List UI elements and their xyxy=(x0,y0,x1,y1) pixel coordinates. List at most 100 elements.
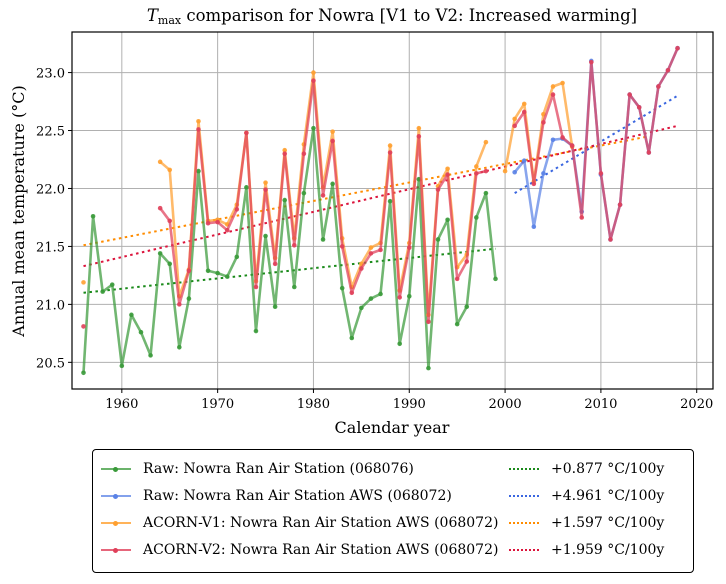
x-axis-ticks: 1960 1970 1980 1990 2000 2010 2020 xyxy=(105,389,713,412)
data-point xyxy=(608,237,613,242)
data-point xyxy=(157,205,163,211)
data-point xyxy=(359,305,364,311)
data-point xyxy=(234,254,240,260)
legend-trend-label: +4.961 °C/100y xyxy=(551,488,665,504)
data-point xyxy=(349,335,355,341)
y-tick-label: 22.5 xyxy=(36,125,65,140)
title-subscript: max xyxy=(158,14,182,27)
data-point xyxy=(157,251,163,256)
y-tick-label: 21.5 xyxy=(36,240,65,255)
data-point xyxy=(521,158,527,163)
legend-trend-acorn-v2: +1.959 °C/100y xyxy=(509,537,664,563)
data-point xyxy=(397,295,402,300)
legend: Raw: Nowra Ran Air Station (068076) Raw:… xyxy=(92,449,694,573)
data-point xyxy=(234,207,240,212)
x-tick-label: 1960 xyxy=(105,397,138,412)
data-point xyxy=(138,329,144,335)
data-point xyxy=(474,215,479,220)
data-point xyxy=(330,138,335,144)
data-point xyxy=(474,164,479,169)
data-point xyxy=(330,181,335,187)
data-point xyxy=(464,304,470,310)
data-point xyxy=(167,261,173,267)
data-point xyxy=(81,370,86,376)
data-point xyxy=(81,324,86,329)
x-axis-label: Calendar year xyxy=(335,418,450,437)
data-point xyxy=(263,233,268,239)
data-point xyxy=(483,190,489,196)
data-point xyxy=(445,172,450,177)
data-point xyxy=(550,137,556,143)
legend-dotted-swatch xyxy=(509,545,539,555)
data-point xyxy=(512,123,517,129)
data-point xyxy=(416,125,422,131)
data-point xyxy=(224,274,230,279)
data-point xyxy=(378,247,383,253)
data-point xyxy=(531,181,537,187)
data-point xyxy=(387,143,393,148)
data-point xyxy=(244,130,249,136)
data-point xyxy=(521,101,527,107)
series-line xyxy=(159,79,487,324)
legend-line-swatch xyxy=(101,491,131,501)
data-point xyxy=(291,284,297,290)
data-point xyxy=(521,109,527,115)
y-axis-label: Annual mean temperature (°C) xyxy=(9,85,28,337)
data-point xyxy=(368,245,374,250)
data-point xyxy=(426,365,431,371)
data-point xyxy=(196,127,201,132)
data-point xyxy=(224,227,230,233)
data-point xyxy=(81,280,86,285)
series-3 xyxy=(81,70,575,318)
data-point xyxy=(493,276,498,282)
series-1 xyxy=(81,125,498,376)
legend-label: ACORN-V1: Nowra Ran Air Station AWS (068… xyxy=(143,515,499,531)
series-line xyxy=(513,47,679,241)
data-point xyxy=(205,268,211,274)
data-point xyxy=(512,116,517,122)
legend-trend-label: +0.877 °C/100y xyxy=(551,461,665,477)
data-point xyxy=(263,180,268,185)
legend-item-acorn-v1: ACORN-V1: Nowra Ran Air Station AWS (068… xyxy=(101,510,498,536)
data-point xyxy=(454,321,460,327)
data-point xyxy=(244,185,249,190)
data-point xyxy=(406,245,412,250)
series-2 xyxy=(512,45,680,242)
data-point xyxy=(598,171,604,176)
data-point xyxy=(263,187,268,192)
legend-item-raw-068072: Raw: Nowra Ran Air Station AWS (068072) xyxy=(101,483,452,509)
data-point xyxy=(445,166,450,172)
data-point xyxy=(541,171,546,176)
data-point xyxy=(177,344,182,350)
data-point xyxy=(387,150,393,155)
data-point xyxy=(272,304,278,310)
data-point xyxy=(339,285,345,291)
legend-item-raw-068076: Raw: Nowra Ran Air Station (068076) xyxy=(101,456,414,482)
data-point xyxy=(397,341,402,347)
data-point xyxy=(339,244,345,249)
legend-item-acorn-v2: ACORN-V2: Nowra Ran Air Station AWS (068… xyxy=(101,537,498,563)
data-point xyxy=(320,193,326,198)
x-tick-label: 1990 xyxy=(393,397,426,412)
data-point xyxy=(177,302,182,307)
grid xyxy=(72,32,713,389)
data-point xyxy=(215,219,220,225)
legend-line-swatch xyxy=(101,464,131,474)
y-axis-ticks: 20.5 21.0 21.5 22.0 22.5 23.0 xyxy=(36,67,72,371)
data-point xyxy=(560,80,565,86)
legend-dotted-swatch xyxy=(509,491,539,501)
data-point xyxy=(109,282,115,287)
data-point xyxy=(167,167,173,173)
legend-label: Raw: Nowra Ran Air Station AWS (068072) xyxy=(143,488,452,504)
data-point xyxy=(282,151,288,157)
data-point xyxy=(282,147,288,153)
data-point xyxy=(387,198,393,204)
data-point xyxy=(253,328,259,334)
data-point xyxy=(167,218,173,224)
data-point xyxy=(636,105,642,110)
x-tick-label: 1970 xyxy=(201,397,234,412)
series-line xyxy=(82,126,497,373)
data-point xyxy=(272,261,278,267)
legend-trend-raw-068076: +0.877 °C/100y xyxy=(509,456,664,482)
data-point xyxy=(589,59,594,65)
